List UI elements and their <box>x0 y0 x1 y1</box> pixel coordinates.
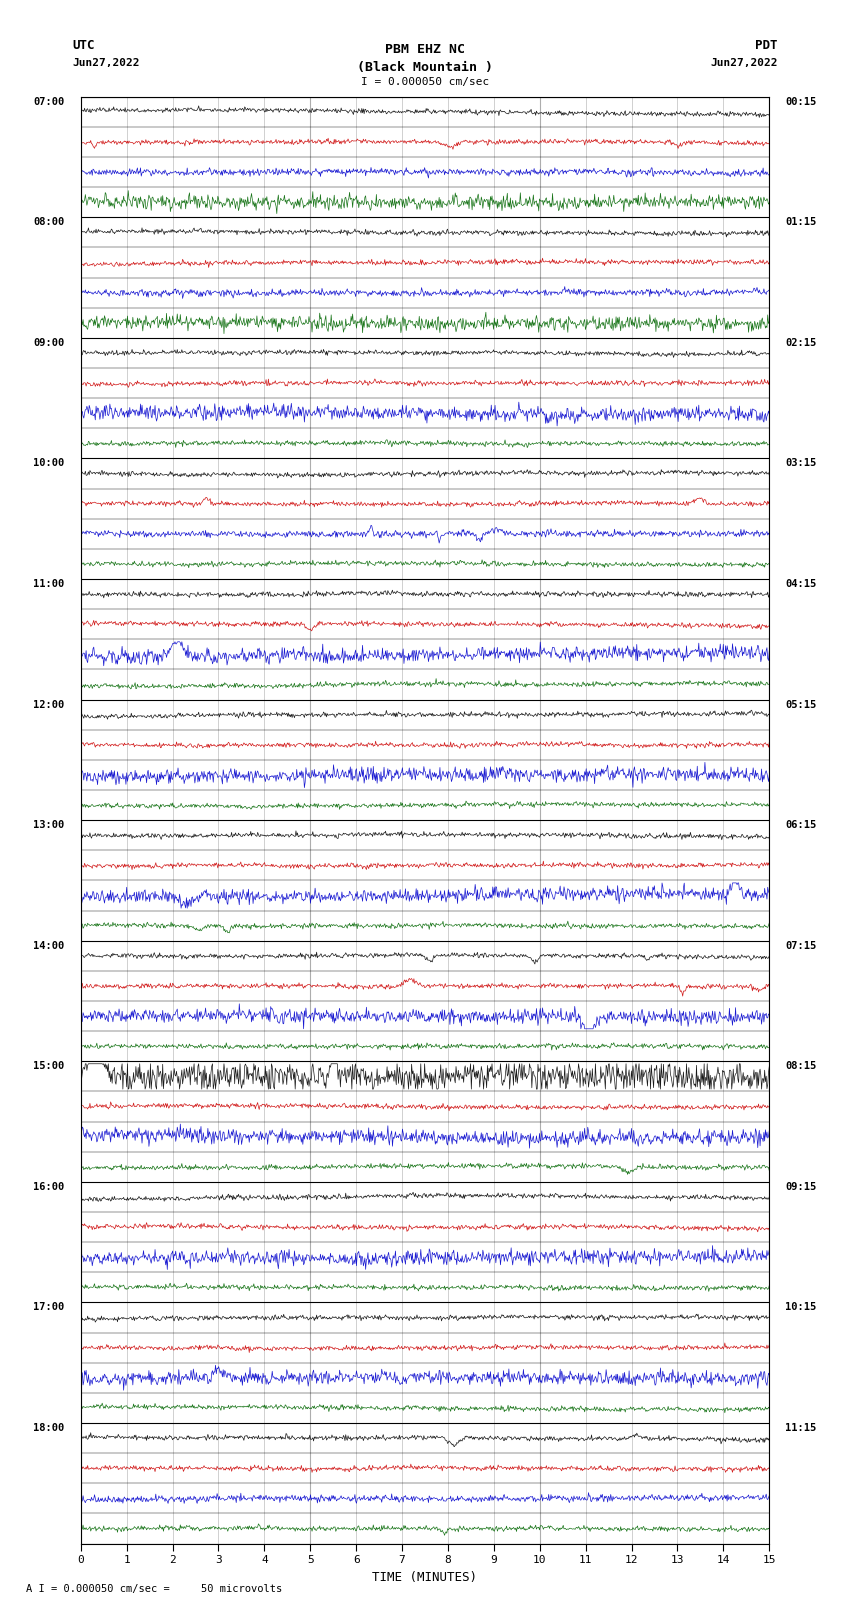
Text: A I = 0.000050 cm/sec =     50 microvolts: A I = 0.000050 cm/sec = 50 microvolts <box>26 1584 281 1594</box>
X-axis label: TIME (MINUTES): TIME (MINUTES) <box>372 1571 478 1584</box>
Text: 09:00: 09:00 <box>33 337 65 348</box>
Text: 06:15: 06:15 <box>785 819 817 831</box>
Text: 08:15: 08:15 <box>785 1061 817 1071</box>
Text: 09:15: 09:15 <box>785 1182 817 1192</box>
Text: 13:00: 13:00 <box>33 819 65 831</box>
Text: 01:15: 01:15 <box>785 218 817 227</box>
Text: 02:15: 02:15 <box>785 337 817 348</box>
Text: 11:15: 11:15 <box>785 1423 817 1432</box>
Text: PBM EHZ NC: PBM EHZ NC <box>385 42 465 56</box>
Text: (Black Mountain ): (Black Mountain ) <box>357 61 493 74</box>
Text: 05:15: 05:15 <box>785 700 817 710</box>
Text: 17:00: 17:00 <box>33 1303 65 1313</box>
Text: 08:00: 08:00 <box>33 218 65 227</box>
Text: UTC: UTC <box>72 39 94 52</box>
Text: Jun27,2022: Jun27,2022 <box>711 58 778 68</box>
Text: PDT: PDT <box>756 39 778 52</box>
Text: 04:15: 04:15 <box>785 579 817 589</box>
Text: 14:00: 14:00 <box>33 940 65 950</box>
Text: 18:00: 18:00 <box>33 1423 65 1432</box>
Text: 10:15: 10:15 <box>785 1303 817 1313</box>
Text: 12:00: 12:00 <box>33 700 65 710</box>
Text: 16:00: 16:00 <box>33 1182 65 1192</box>
Text: 11:00: 11:00 <box>33 579 65 589</box>
Text: Jun27,2022: Jun27,2022 <box>72 58 139 68</box>
Text: 07:00: 07:00 <box>33 97 65 106</box>
Text: I = 0.000050 cm/sec: I = 0.000050 cm/sec <box>361 77 489 87</box>
Text: 15:00: 15:00 <box>33 1061 65 1071</box>
Text: 03:15: 03:15 <box>785 458 817 468</box>
Text: 07:15: 07:15 <box>785 940 817 950</box>
Text: 00:15: 00:15 <box>785 97 817 106</box>
Text: 10:00: 10:00 <box>33 458 65 468</box>
